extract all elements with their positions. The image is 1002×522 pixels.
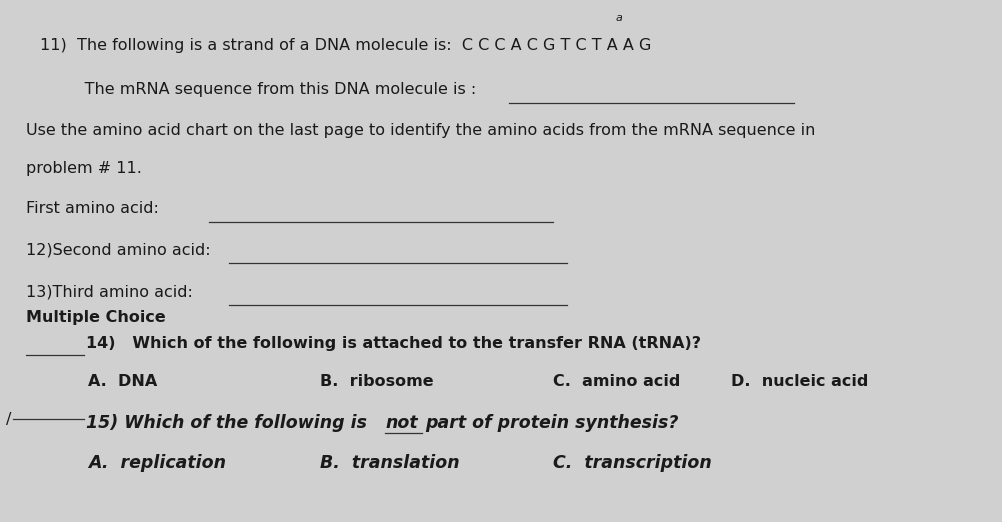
- Text: Use the amino acid chart on the last page to identify the amino acids from the m: Use the amino acid chart on the last pag…: [26, 123, 815, 138]
- Text: B.  ribosome: B. ribosome: [321, 374, 434, 389]
- Text: B.  translation: B. translation: [321, 454, 460, 472]
- Text: part of protein synthesis?: part of protein synthesis?: [425, 414, 678, 432]
- Text: The mRNA sequence from this DNA molecule is :: The mRNA sequence from this DNA molecule…: [59, 82, 477, 97]
- Text: A.  replication: A. replication: [88, 454, 226, 472]
- Text: C.  transcription: C. transcription: [552, 454, 711, 472]
- Text: /: /: [6, 411, 12, 426]
- Text: a: a: [615, 13, 622, 23]
- Text: 11)  The following is a strand of a DNA molecule is:  C C C A C G T C T A A G: 11) The following is a strand of a DNA m…: [40, 38, 651, 53]
- Text: 14)   Which of the following is attached to the transfer RNA (tRNA)?: 14) Which of the following is attached t…: [86, 336, 701, 351]
- Text: Multiple Choice: Multiple Choice: [26, 310, 165, 325]
- Text: 15) Which of the following is: 15) Which of the following is: [86, 414, 368, 432]
- Text: 12)Second amino acid:: 12)Second amino acid:: [26, 243, 210, 258]
- Text: First amino acid:: First amino acid:: [26, 201, 158, 216]
- Text: C.  amino acid: C. amino acid: [552, 374, 680, 389]
- Text: not: not: [386, 414, 418, 432]
- Text: A.  DNA: A. DNA: [88, 374, 157, 389]
- Text: 13)Third amino acid:: 13)Third amino acid:: [26, 284, 192, 299]
- Text: D.  nucleic acid: D. nucleic acid: [731, 374, 869, 389]
- Text: problem # 11.: problem # 11.: [26, 161, 141, 176]
